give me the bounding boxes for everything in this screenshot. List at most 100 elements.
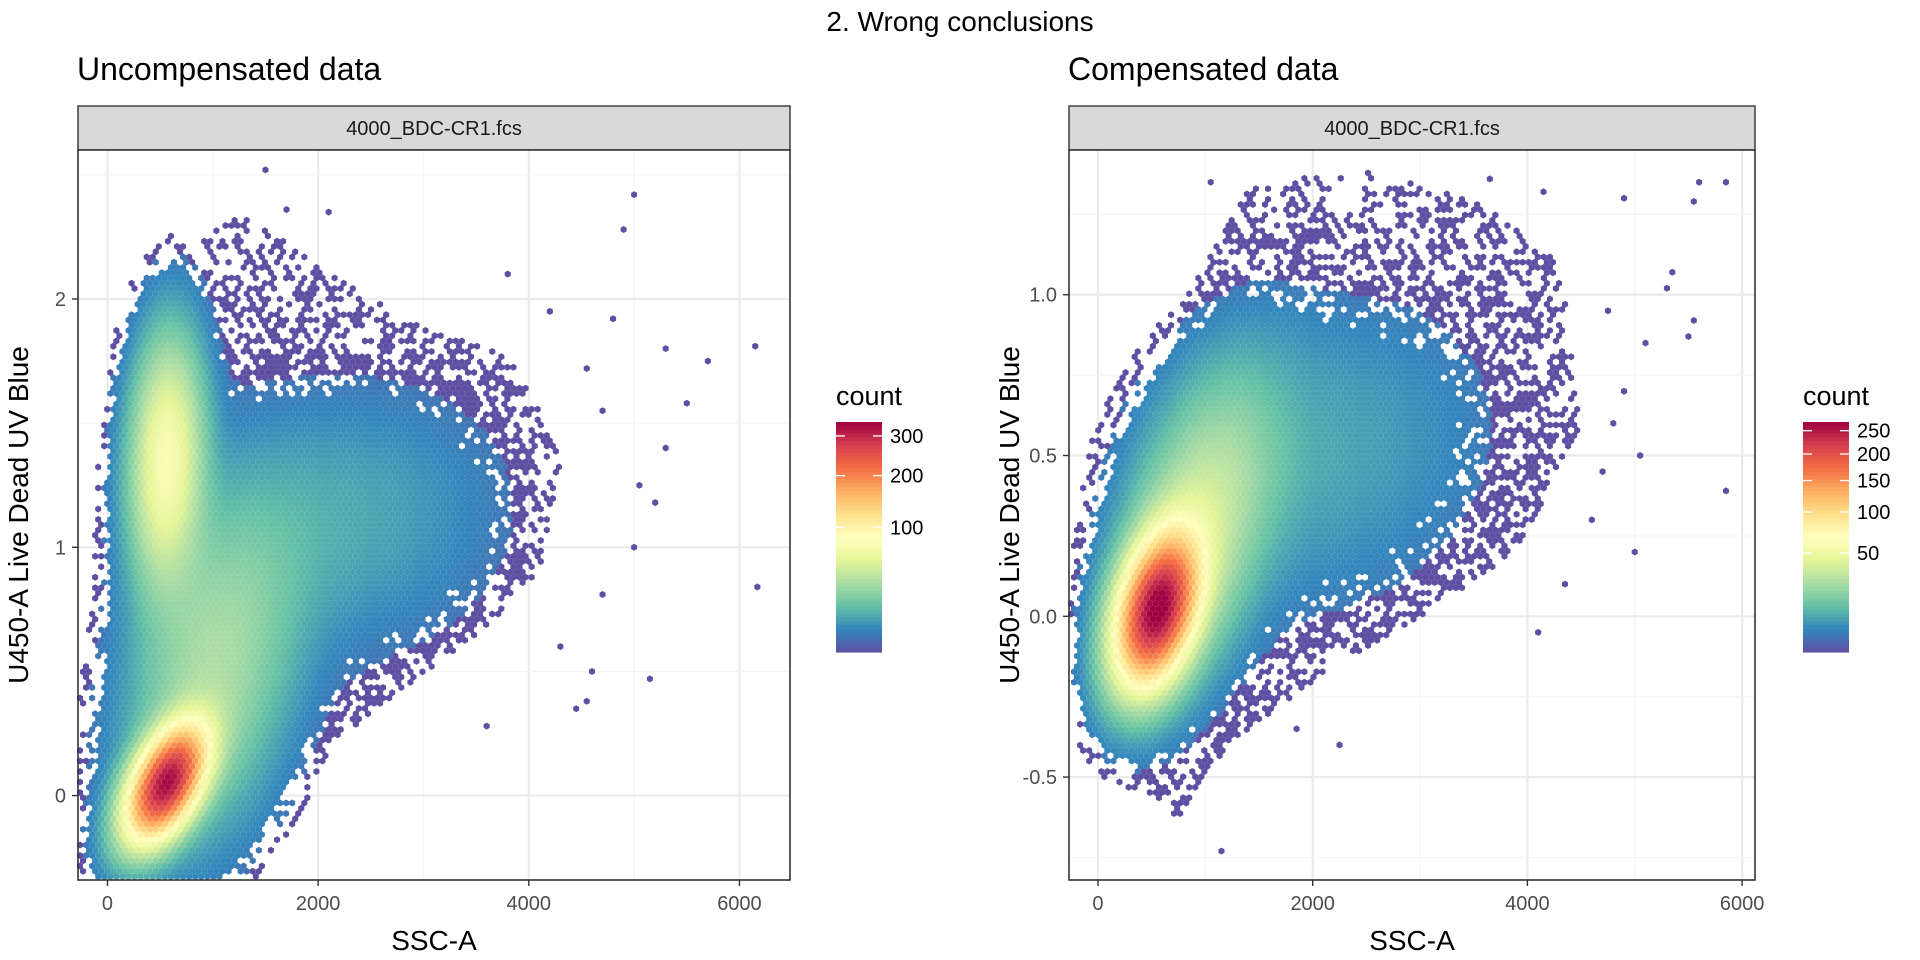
density-hex: [210, 253, 217, 261]
density-hex: [207, 248, 214, 256]
density-hex: [183, 311, 190, 319]
density-hex: [207, 311, 214, 319]
density-hex: [243, 290, 250, 298]
density-hex: [298, 321, 305, 329]
density-hex: [170, 321, 177, 329]
density-hex: [155, 316, 162, 324]
density-hex: [143, 274, 150, 282]
density-hex: [358, 300, 365, 308]
density-hex: [210, 295, 217, 303]
density-hex: [180, 285, 187, 292]
density-hex: [234, 274, 241, 282]
density-hex: [234, 222, 241, 229]
density-hex: [161, 285, 168, 292]
density-hex: [180, 306, 187, 313]
density-hex: [219, 279, 226, 287]
density-hex: [295, 316, 302, 324]
density-hex: [158, 290, 165, 298]
density-hex: [234, 285, 241, 292]
density-hex: [237, 321, 244, 329]
density-hex: [237, 279, 244, 287]
density-hex: [307, 295, 314, 303]
density-hex: [210, 285, 217, 292]
density-hex: [243, 216, 250, 224]
density-hex: [195, 300, 202, 308]
density-hex: [183, 269, 190, 277]
density-hex: [228, 274, 235, 282]
density-hex: [301, 274, 308, 282]
density-hex: [201, 311, 208, 319]
density-hex: [380, 316, 387, 324]
density-hex: [146, 279, 153, 287]
density-hex: [271, 243, 277, 250]
density-hex: [186, 295, 193, 303]
density-hex: [322, 311, 329, 319]
density-hex: [258, 295, 265, 303]
density-hex: [198, 285, 205, 292]
density-hex: [331, 316, 338, 324]
density-hex: [267, 311, 274, 319]
density-hex: [192, 264, 199, 271]
density-hex: [325, 295, 332, 303]
density-hex: [177, 279, 184, 287]
density-hex: [240, 222, 247, 229]
density-hex: [146, 290, 153, 298]
density-hex: [304, 300, 311, 308]
density-hex: [149, 306, 156, 313]
density-hex: [349, 316, 356, 324]
density-hex: [301, 253, 308, 261]
density-hex: [258, 285, 265, 292]
density-hex: [274, 237, 281, 245]
density-hex: [180, 243, 187, 250]
density-hex: [222, 222, 229, 229]
facet-strip-label: 4000_BDC-CR1.fcs: [346, 118, 522, 140]
density-hex: [213, 258, 220, 266]
density-hex: [177, 300, 184, 308]
density-hex: [267, 248, 274, 256]
density-hex: [249, 300, 256, 308]
density-hex: [128, 279, 135, 287]
density-hex: [237, 248, 244, 256]
density-hex: [216, 316, 223, 324]
density-hex: [222, 274, 229, 282]
density-hex: [186, 316, 193, 324]
density-hex: [149, 295, 156, 303]
density-hex: [183, 300, 190, 308]
density-hex: [198, 306, 205, 313]
density-hex: [249, 269, 256, 277]
panel-title: Uncompensated data: [77, 51, 381, 87]
density-hex: [170, 311, 177, 319]
density-hex: [140, 290, 147, 298]
density-hex: [180, 274, 187, 282]
density-hex: [280, 248, 287, 256]
density-hex: [283, 274, 290, 282]
density-hex: [267, 269, 274, 277]
density-hex: [170, 279, 177, 287]
density-hex: [174, 306, 180, 313]
density-hex: [146, 321, 153, 329]
density-hex: [155, 243, 162, 250]
density-hex: [316, 300, 323, 308]
density-hex: [377, 300, 384, 308]
density-hex: [164, 269, 171, 277]
density-hex: [146, 300, 153, 308]
density-hex: [301, 295, 308, 303]
density-hex: [186, 285, 193, 292]
density-hex: [155, 274, 162, 282]
density-hex: [177, 311, 184, 319]
density-hex: [161, 306, 168, 313]
density-hex: [246, 316, 253, 324]
density-hex: [258, 306, 265, 313]
density-hex: [252, 306, 259, 313]
density-hex: [186, 306, 193, 313]
density-hex: [198, 295, 205, 303]
density-hex: [164, 321, 171, 329]
density-hex: [219, 237, 226, 245]
density-hex: [170, 258, 177, 266]
density-hex: [195, 311, 202, 319]
density-hex: [277, 243, 284, 250]
density-hex: [352, 311, 359, 319]
density-hex: [186, 253, 193, 261]
density-hex: [249, 321, 256, 329]
density-hex: [180, 295, 187, 303]
